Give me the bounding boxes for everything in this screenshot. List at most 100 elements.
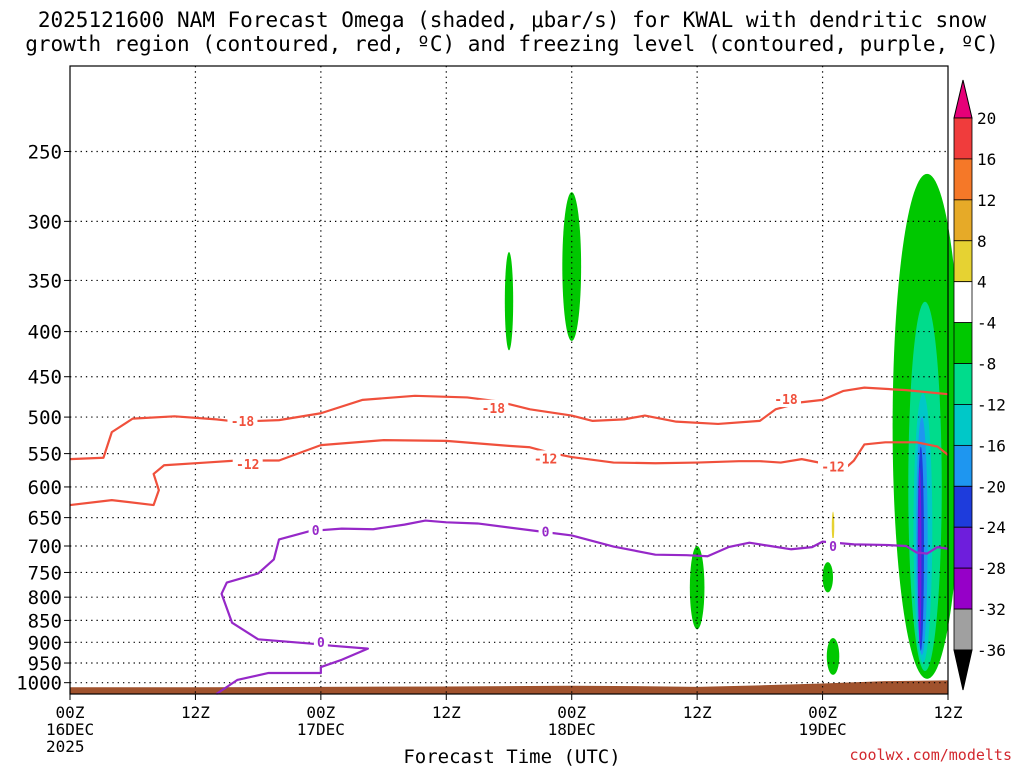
contour-label-bg--18-1 bbox=[478, 399, 509, 416]
contour-label--18-0: -18 bbox=[231, 415, 255, 430]
colorbar-label-9: -20 bbox=[977, 477, 1006, 496]
x-tick-label-36-0: 12Z bbox=[432, 703, 461, 722]
colorbar: 20 16 12 8 4 -4 -8 -12 -16 -20 -24 -28 -32 -36 bbox=[953, 79, 1006, 691]
y-tick-label-750: 750 bbox=[28, 562, 62, 584]
chart-title-line-1: 2025121600 NAM Forecast Omega (shaded, μ… bbox=[37, 8, 987, 32]
y-tick-label-250: 250 bbox=[28, 141, 62, 163]
colorbar-label-8: -16 bbox=[977, 436, 1006, 455]
colorbar-label-10: -24 bbox=[977, 518, 1006, 537]
omega-region-11 bbox=[831, 511, 835, 541]
colorbar-segment-6 bbox=[953, 363, 973, 405]
y-axis: 2503003504004505005506006507007508008509… bbox=[16, 141, 70, 695]
x-axis-label: Forecast Time (UTC) bbox=[403, 746, 621, 768]
x-tick-label-84-0: 12Z bbox=[934, 703, 963, 722]
grid-lines bbox=[70, 66, 948, 694]
omega-region-3 bbox=[822, 562, 834, 593]
colorbar-segment-1 bbox=[953, 158, 973, 201]
colorbar-segment-8 bbox=[953, 444, 973, 487]
contour-label-bg--18-0 bbox=[227, 412, 258, 429]
contour-label--18-2: -18 bbox=[774, 393, 798, 408]
y-tick-label-500: 500 bbox=[28, 407, 62, 429]
contour-label-bg--18-2 bbox=[770, 391, 801, 408]
colorbar-top-arrow bbox=[953, 79, 973, 119]
y-tick-label-850: 850 bbox=[28, 610, 62, 632]
colorbar-segment-5 bbox=[953, 322, 973, 364]
colorbar-segment-4 bbox=[953, 281, 973, 324]
omega-region-0 bbox=[562, 192, 582, 342]
y-tick-label-900: 900 bbox=[28, 632, 62, 654]
plot-area bbox=[70, 66, 948, 694]
colorbar-segment-3 bbox=[953, 240, 973, 283]
x-tick-label-60-0: 12Z bbox=[683, 703, 712, 722]
source-credit: coolwx.com/modelts bbox=[849, 746, 1012, 764]
colorbar-label-4: 4 bbox=[977, 273, 987, 292]
y-tick-label-600: 600 bbox=[28, 477, 62, 499]
contour-label-bg-0-0 bbox=[308, 521, 323, 538]
plot-frame bbox=[69, 65, 949, 695]
colorbar-segment-7 bbox=[953, 404, 973, 446]
colorbar-label-6: -8 bbox=[977, 355, 996, 374]
terrain-area bbox=[70, 680, 948, 694]
y-tick-label-450: 450 bbox=[28, 367, 62, 389]
contour-label-bg--12-2 bbox=[818, 458, 849, 475]
contour-label--12-2: -12 bbox=[821, 461, 844, 476]
contour-label--18-1: -18 bbox=[482, 402, 506, 417]
x-tick-label-0-0: 00Z bbox=[56, 703, 85, 722]
colorbar-segment-11 bbox=[953, 567, 973, 610]
contour-label-bg-0-3 bbox=[313, 633, 328, 650]
contour-line--12 bbox=[69, 439, 949, 507]
contour-label-bg-0-1 bbox=[538, 523, 553, 540]
colorbar-label-1: 16 bbox=[977, 150, 996, 169]
colorbar-segment-12 bbox=[953, 608, 973, 651]
omega-region-10 bbox=[918, 467, 922, 645]
colorbar-segment-10 bbox=[953, 526, 973, 569]
colorbar-label-5: -4 bbox=[977, 314, 996, 333]
contour-lines: -18 -18 -18 -12 -12 -12 0 0 0 0 bbox=[69, 386, 949, 695]
contour-label-bg--12-0 bbox=[232, 455, 263, 472]
y-tick-label-1000: 1000 bbox=[16, 673, 62, 695]
omega-region-2 bbox=[689, 546, 705, 630]
contour-label--12-0: -12 bbox=[236, 458, 259, 473]
omega-region-4 bbox=[826, 638, 840, 675]
x-tick-label-48-0: 00Z bbox=[557, 703, 586, 722]
contour-label-bg-0-2 bbox=[826, 538, 841, 555]
colorbar-label-12: -32 bbox=[977, 600, 1006, 619]
x-tick-label-0-1: 16DEC bbox=[46, 720, 94, 739]
y-tick-label-300: 300 bbox=[28, 211, 62, 233]
contour-label-0-1: 0 bbox=[542, 526, 550, 541]
colorbar-segment-2 bbox=[953, 199, 973, 242]
y-tick-label-400: 400 bbox=[28, 322, 62, 344]
omega-region-1 bbox=[504, 252, 514, 351]
omega-shading bbox=[504, 173, 962, 679]
contour-label--12-1: -12 bbox=[534, 452, 557, 467]
contour-label-0-3: 0 bbox=[317, 636, 325, 651]
colorbar-label-7: -12 bbox=[977, 395, 1006, 414]
x-tick-label-24-0: 00Z bbox=[306, 703, 335, 722]
x-tick-label-48-1: 18DEC bbox=[548, 720, 596, 739]
y-tick-label-950: 950 bbox=[28, 653, 62, 675]
x-tick-label-0-2: 2025 bbox=[46, 737, 85, 756]
y-tick-label-800: 800 bbox=[28, 587, 62, 609]
colorbar-label-11: -28 bbox=[977, 559, 1006, 578]
contour-label-bg--12-1 bbox=[530, 450, 561, 467]
colorbar-bottom-arrow bbox=[953, 649, 973, 691]
colorbar-label-0: 20 bbox=[977, 109, 996, 128]
terrain-fill bbox=[70, 680, 948, 694]
y-tick-label-550: 550 bbox=[28, 444, 62, 466]
y-tick-label-350: 350 bbox=[28, 270, 62, 292]
chart-title-line-2: growth region (contoured, red, ºC) and f… bbox=[25, 32, 999, 56]
x-tick-label-72-1: 19DEC bbox=[798, 720, 846, 739]
y-tick-label-650: 650 bbox=[28, 508, 62, 530]
contour-line--18 bbox=[69, 386, 949, 461]
colorbar-segment-9 bbox=[953, 485, 973, 528]
colorbar-label-3: 8 bbox=[977, 232, 987, 251]
contour-label-0-2: 0 bbox=[829, 540, 837, 555]
colorbar-segment-0 bbox=[953, 117, 973, 160]
x-tick-label-24-1: 17DEC bbox=[297, 720, 345, 739]
y-tick-label-700: 700 bbox=[28, 536, 62, 558]
colorbar-label-2: 12 bbox=[977, 191, 996, 210]
x-tick-label-72-0: 00Z bbox=[808, 703, 837, 722]
x-tick-label-12-0: 12Z bbox=[181, 703, 210, 722]
